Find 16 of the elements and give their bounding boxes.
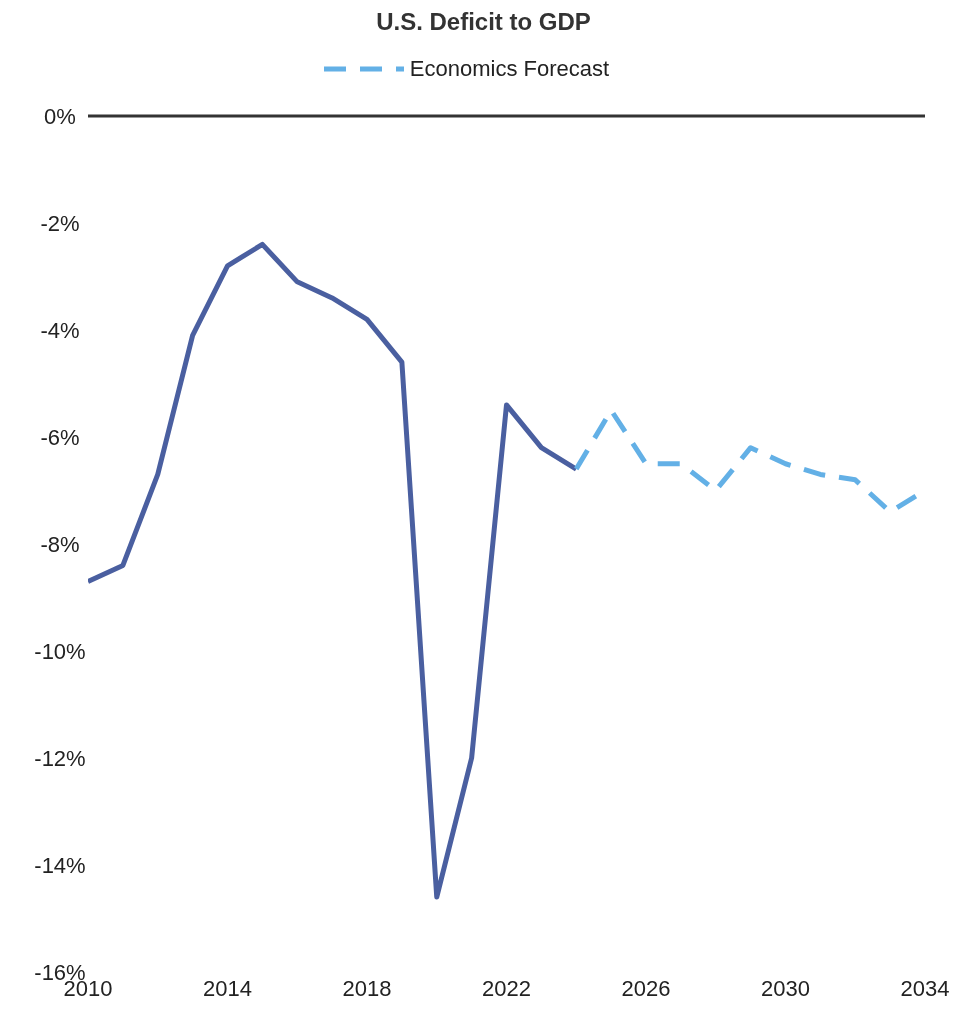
- y-tick-label: -2%: [40, 210, 80, 236]
- x-tick-label: 2030: [761, 975, 810, 1001]
- x-tick-label: 2018: [342, 975, 392, 1001]
- y-tick-label: -8%: [40, 531, 80, 557]
- x-tick-label: 2034: [900, 975, 950, 1001]
- y-tick-label: -12%: [34, 745, 86, 771]
- x-tick-label: 2026: [621, 975, 671, 1001]
- chart-title: U.S. Deficit to GDP: [375, 8, 592, 36]
- x-tick-label: 2014: [203, 975, 252, 1001]
- x-tick-label: 2022: [482, 975, 531, 1001]
- y-tick-label: -14%: [34, 852, 86, 878]
- y-tick-label: -10%: [34, 638, 86, 664]
- y-tick-label: -6%: [40, 424, 80, 450]
- y-tick-label: -4%: [40, 317, 80, 343]
- y-tick-label: 0%: [44, 103, 76, 129]
- legend-label: Economics Forecast: [409, 56, 610, 82]
